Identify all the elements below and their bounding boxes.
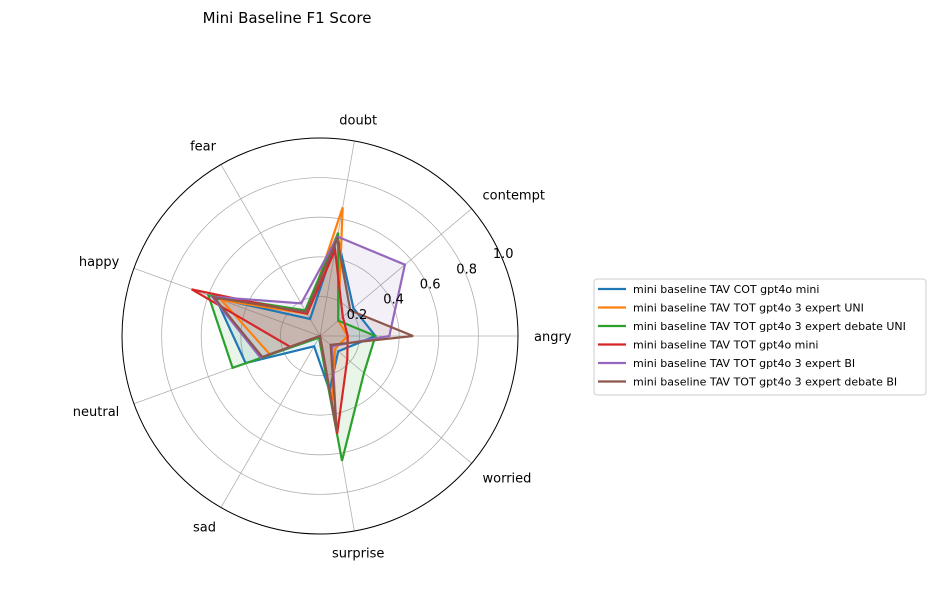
legend-label-1: mini baseline TAV TOT gpt4o 3 expert UNI xyxy=(633,302,864,315)
legend-label-0: mini baseline TAV COT gpt4o mini xyxy=(633,283,819,296)
tick-label-2: 0.6 xyxy=(420,278,441,293)
tick-label-0: 0.2 xyxy=(347,308,368,323)
tick-label-1: 0.4 xyxy=(383,293,404,308)
category-label-happy: happy xyxy=(79,255,120,270)
spoke-worried xyxy=(319,335,472,464)
tick-label-3: 0.8 xyxy=(456,262,477,277)
series-lines xyxy=(191,206,414,462)
spoke-contempt xyxy=(319,208,472,337)
series-fills xyxy=(191,207,414,461)
legend-label-2: mini baseline TAV TOT gpt4o 3 expert deb… xyxy=(633,320,906,333)
outer-circle xyxy=(121,137,519,535)
category-labels: angry contempt doubt fear happy neutral sad sur… xyxy=(73,113,572,561)
series-fill-4 xyxy=(212,236,405,430)
category-label-surprise: surprise xyxy=(332,547,384,562)
legend-label-3: mini baseline TAV TOT gpt4o mini xyxy=(633,339,818,352)
category-label-sad: sad xyxy=(193,521,216,536)
legend-frame xyxy=(593,278,927,396)
tick-label-4: 1.0 xyxy=(493,247,514,262)
spoke-happy xyxy=(133,267,321,337)
legend-label-4: mini baseline TAV TOT gpt4o 3 expert BI xyxy=(633,357,855,370)
spoke-sad xyxy=(220,335,321,508)
category-label-angry: angry xyxy=(534,330,572,345)
legend-label-5: mini baseline TAV TOT gpt4o 3 expert deb… xyxy=(633,376,897,389)
chart-title: Mini Baseline F1 Score xyxy=(203,9,372,27)
category-label-doubt: doubt xyxy=(339,113,377,128)
radial-tick-labels: 0.2 0.4 0.6 0.8 1.0 xyxy=(347,247,514,323)
category-label-fear: fear xyxy=(190,140,217,155)
series-fill-5 xyxy=(213,238,414,432)
legend: mini baseline TAV COT gpt4o mini mini bas… xyxy=(593,278,927,396)
spoke-fear xyxy=(220,164,321,337)
series-line-5 xyxy=(211,234,414,432)
series-line-3 xyxy=(191,246,349,434)
category-label-contempt: contempt xyxy=(483,189,545,204)
category-label-worried: worried xyxy=(483,471,532,486)
category-label-neutral: neutral xyxy=(73,405,120,420)
outer-ring xyxy=(121,137,519,535)
series-fill-3 xyxy=(191,250,348,434)
